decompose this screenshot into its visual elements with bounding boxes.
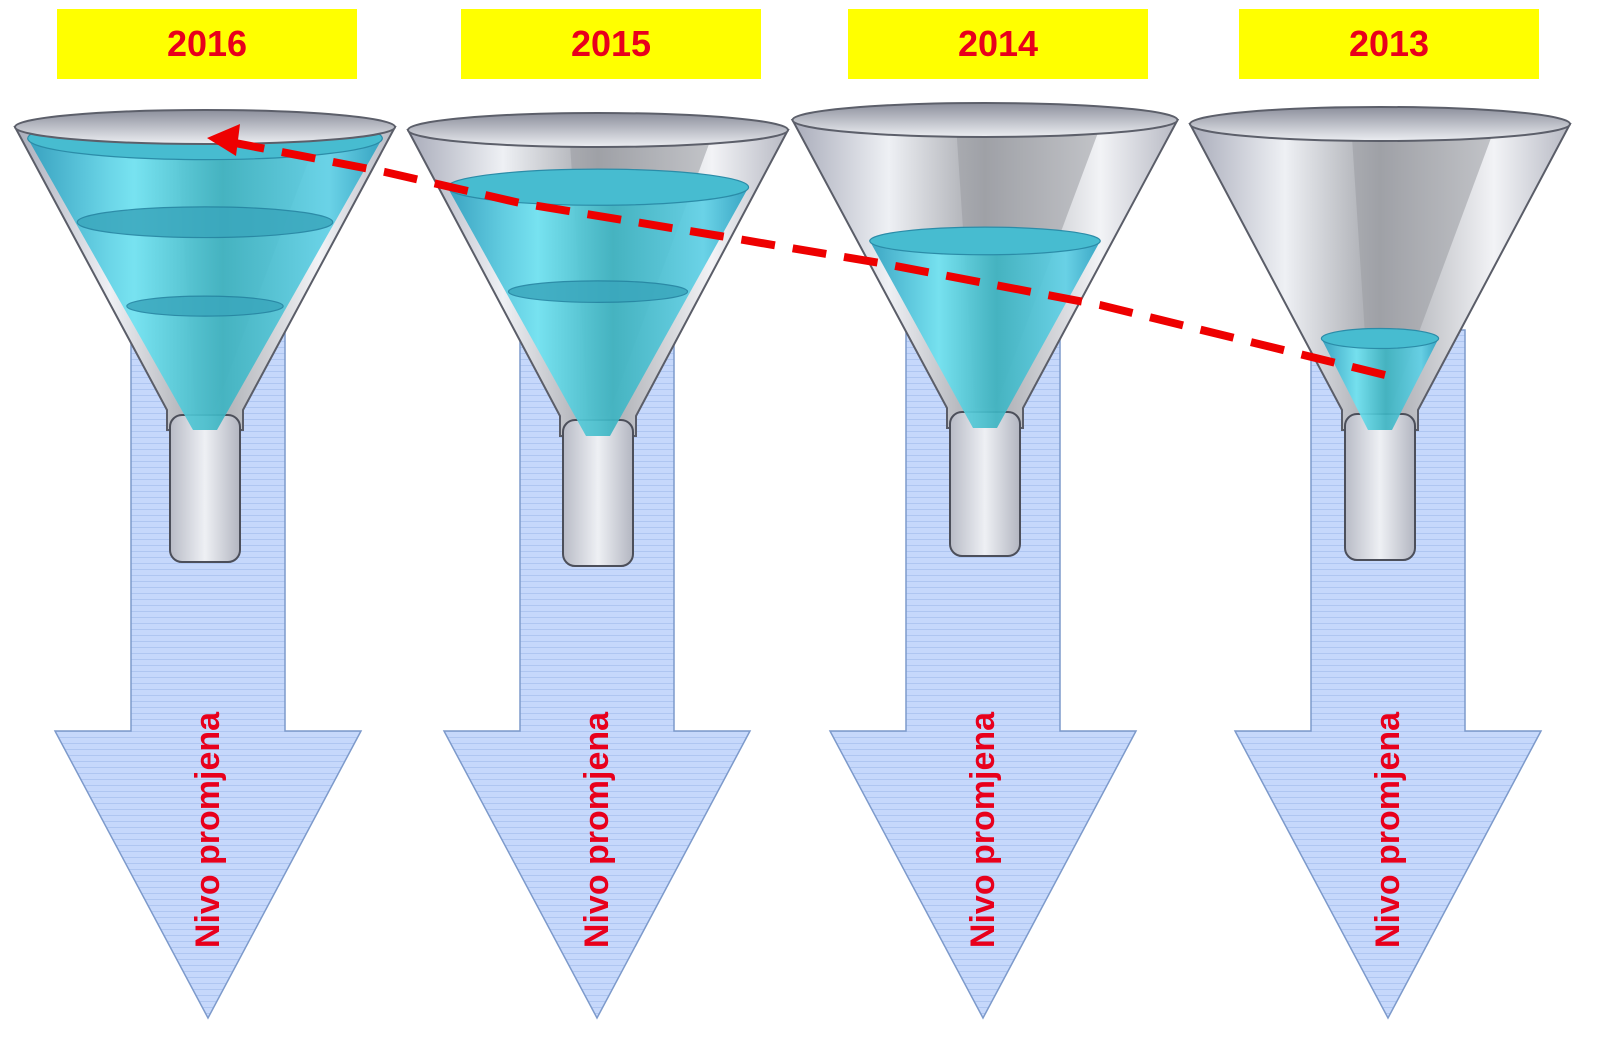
funnel-stem — [1344, 413, 1416, 561]
liquid-2015 — [447, 187, 749, 436]
arrows-layer — [53, 329, 1543, 1020]
liquid-2013 — [1321, 338, 1439, 430]
down-arrow-2015 — [442, 329, 752, 1020]
funnel-stem — [949, 411, 1021, 557]
funnel-2015 — [406, 112, 790, 567]
funnel-rim — [407, 112, 789, 148]
funnel-2014 — [790, 102, 1180, 557]
arrow-label-2015: Nivo promjena — [577, 711, 616, 949]
year-label-2015: 2015 — [461, 9, 761, 79]
liquid-2016 — [27, 138, 383, 430]
year-label-2016: 2016 — [57, 9, 357, 79]
liquid-band — [76, 206, 334, 239]
funnel-stem — [169, 414, 241, 563]
liquid-surface — [1320, 327, 1440, 350]
year-label-2013: 2013 — [1239, 9, 1539, 79]
funnel-rim — [791, 102, 1179, 138]
funnels-layer — [13, 102, 1572, 567]
liquid-band — [126, 295, 284, 317]
liquid-surface — [869, 226, 1101, 256]
down-arrow-2014 — [828, 329, 1138, 1020]
trend-arrowhead-icon — [207, 124, 240, 156]
funnel-rim — [14, 109, 396, 145]
arrow-label-2014: Nivo promjena — [963, 711, 1002, 949]
year-label-2014: 2014 — [848, 9, 1148, 79]
funnel-stem — [562, 419, 634, 567]
funnel-2013 — [1188, 106, 1572, 561]
trend-dashed-line — [229, 138, 1386, 379]
liquid-2014 — [869, 240, 1101, 428]
down-arrow-2013 — [1233, 329, 1543, 1020]
funnel-2016 — [13, 109, 397, 563]
arrow-label-2013: Nivo promjena — [1368, 711, 1407, 949]
funnel-rim — [1189, 106, 1571, 142]
liquid-band — [507, 280, 689, 303]
down-arrow-2016 — [53, 329, 363, 1020]
trend-line — [207, 124, 1386, 379]
arrow-label-2016: Nivo promjena — [188, 711, 227, 949]
